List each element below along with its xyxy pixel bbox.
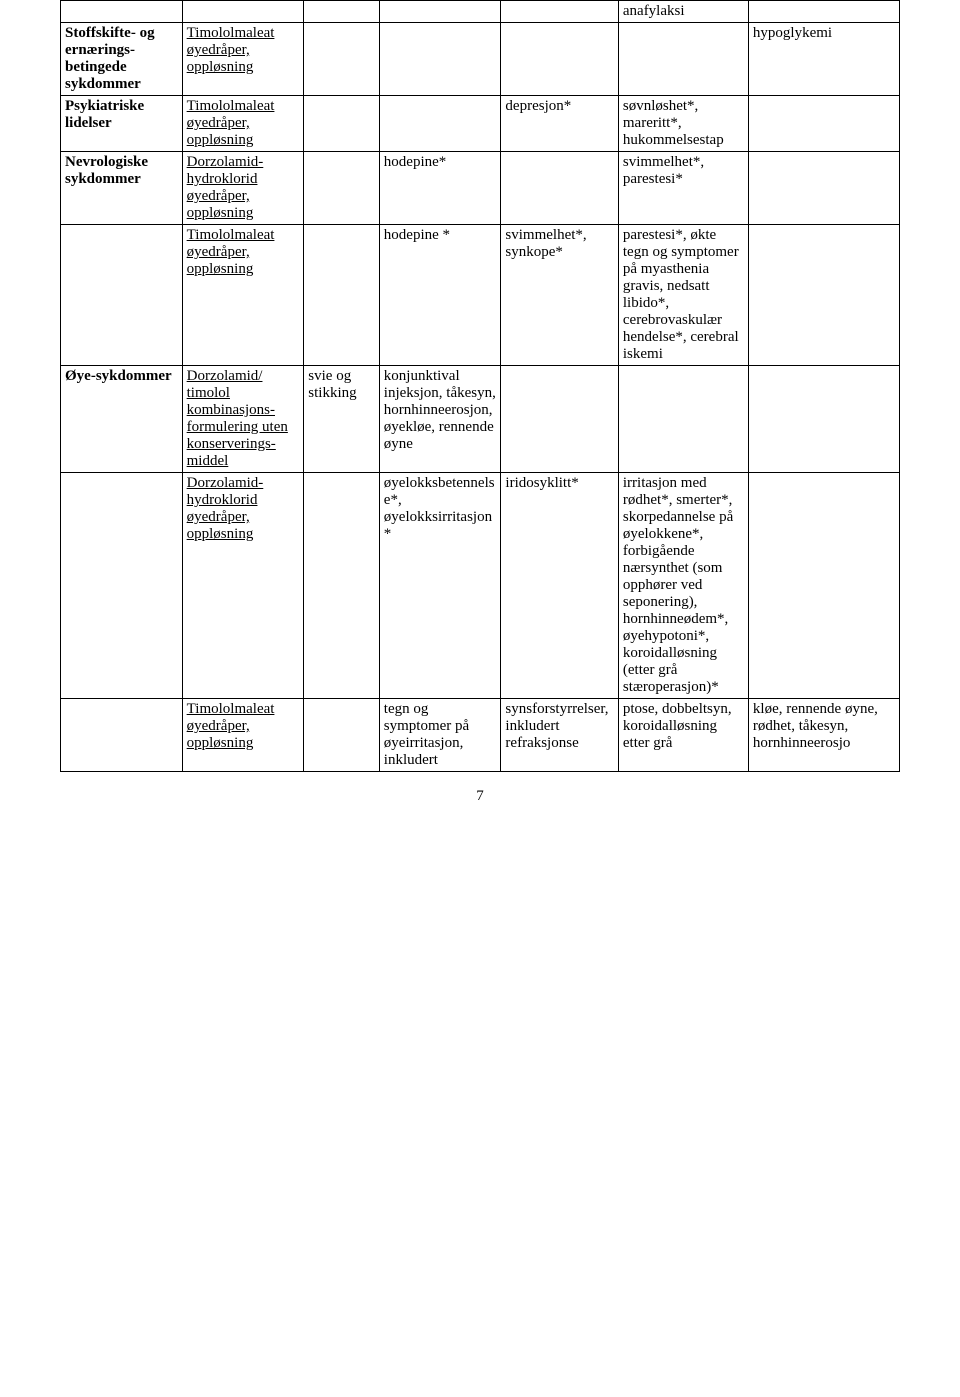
- table-cell: Stoffskifte- og ernærings-betingede sykd…: [61, 23, 183, 96]
- table-cell: [379, 1, 501, 23]
- table-row: anafylaksi: [61, 1, 900, 23]
- table-row: Timololmaleat øyedråper, oppløsning hodep…: [61, 225, 900, 366]
- table-cell: [304, 23, 380, 96]
- table-row: Stoffskifte- og ernærings-betingede sykd…: [61, 23, 900, 96]
- table-row: Øye-sykdommerDorzolamid/ timolol kombina…: [61, 366, 900, 473]
- table-cell: kløe, rennende øyne, rødhet, tåkesyn, ho…: [748, 699, 899, 772]
- table-cell: Øye-sykdommer: [61, 366, 183, 473]
- table-cell: Dorzolamid-hydroklorid øyedråper, oppløs…: [182, 152, 304, 225]
- table-cell: Dorzolamid-hydroklorid øyedråper, oppløs…: [182, 473, 304, 699]
- table-cell: [61, 1, 183, 23]
- table-cell: Dorzolamid/ timolol kombinasjons-formule…: [182, 366, 304, 473]
- table-cell: Timololmaleat øyedråper, oppløsning: [182, 699, 304, 772]
- table-cell: [501, 152, 618, 225]
- table-cell: anafylaksi: [618, 1, 748, 23]
- table-cell: [304, 1, 380, 23]
- table-cell: [379, 23, 501, 96]
- table-cell: hypoglykemi: [748, 23, 899, 96]
- table-cell: [61, 473, 183, 699]
- table-cell: [304, 225, 380, 366]
- table-cell: [304, 96, 380, 152]
- table-cell: hodepine*: [379, 152, 501, 225]
- table-cell: [182, 1, 304, 23]
- table-cell: svimmelhet*, synkope*: [501, 225, 618, 366]
- table-cell: irritasjon med rødhet*, smerter*, skorpe…: [618, 473, 748, 699]
- table-cell: [748, 366, 899, 473]
- table-row: Dorzolamid-hydroklorid øyedråper, oppløs…: [61, 473, 900, 699]
- table-cell: øyelokksbetennelse*, øyelokksirritasjon*: [379, 473, 501, 699]
- table-cell: Nevrologiske sykdommer: [61, 152, 183, 225]
- table-cell: [501, 23, 618, 96]
- table-row: Timololmaleat øyedråper, oppløsning tegn …: [61, 699, 900, 772]
- table-cell: iridosyklitt*: [501, 473, 618, 699]
- table-cell: [501, 366, 618, 473]
- table-cell: [748, 96, 899, 152]
- table-cell: søvnløshet*, mareritt*, hukommelsestap: [618, 96, 748, 152]
- table-cell: konjunktival injeksjon, tåkesyn, hornhin…: [379, 366, 501, 473]
- table-row: Nevrologiske sykdommerDorzolamid-hydrokl…: [61, 152, 900, 225]
- table-cell: [304, 152, 380, 225]
- table-cell: [748, 152, 899, 225]
- table-cell: Timololmaleat øyedråper, oppløsning: [182, 96, 304, 152]
- page-number: 7: [60, 788, 900, 805]
- table-cell: [748, 473, 899, 699]
- table-cell: parestesi*, økte tegn og symptomer på my…: [618, 225, 748, 366]
- table-cell: [501, 1, 618, 23]
- table-cell: synsforstyrrelser, inkludert refraksjons…: [501, 699, 618, 772]
- table-cell: [748, 1, 899, 23]
- table-cell: [748, 225, 899, 366]
- table-cell: svimmelhet*, parestesi*: [618, 152, 748, 225]
- table-cell: [304, 699, 380, 772]
- table-cell: tegn og symptomer på øyeirritasjon, inkl…: [379, 699, 501, 772]
- table-cell: [618, 366, 748, 473]
- table-cell: [618, 23, 748, 96]
- table-cell: [304, 473, 380, 699]
- adverse-effects-table: anafylaksi Stoffskifte- og ernærings-beti…: [60, 0, 900, 772]
- table-cell: Timololmaleat øyedråper, oppløsning: [182, 225, 304, 366]
- table-cell: hodepine *: [379, 225, 501, 366]
- table-cell: [61, 225, 183, 366]
- table-cell: Psykiatriske lidelser: [61, 96, 183, 152]
- table-cell: Timololmaleat øyedråper, oppløsning: [182, 23, 304, 96]
- document-page: anafylaksi Stoffskifte- og ernærings-beti…: [0, 0, 960, 835]
- table-cell: depresjon*: [501, 96, 618, 152]
- table-cell: [379, 96, 501, 152]
- table-cell: [61, 699, 183, 772]
- table-row: Psykiatriske lidelserTimololmaleat øyedr…: [61, 96, 900, 152]
- table-cell: ptose, dobbeltsyn, koroidalløsning etter…: [618, 699, 748, 772]
- table-cell: svie og stikking: [304, 366, 380, 473]
